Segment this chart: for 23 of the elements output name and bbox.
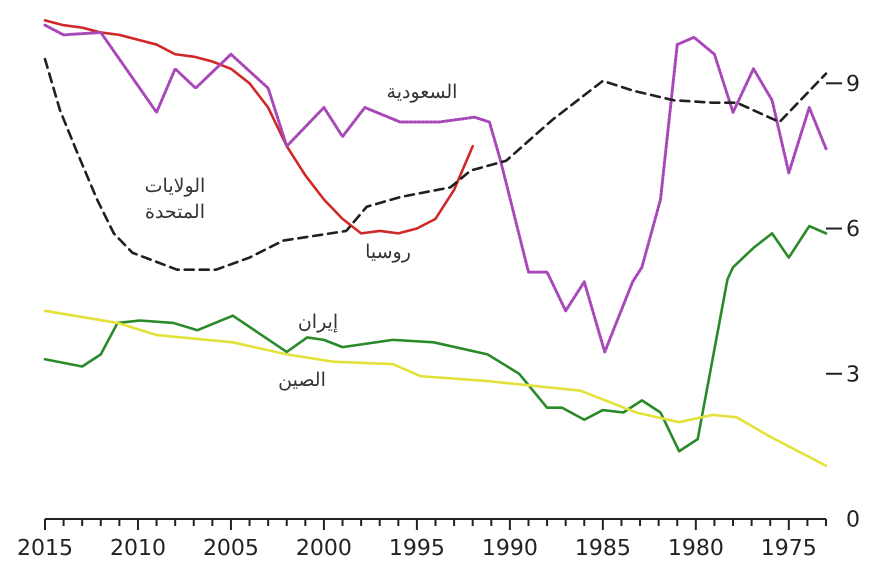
line-series [44,24,828,354]
y-tick-label: 3 [846,362,860,388]
series-label: الولايات المتحدة [144,175,206,223]
y-tick-label: 6 [846,217,860,242]
y-tick-label: 9 [846,72,860,97]
x-tick-label: 1975 [760,536,817,561]
x-tick-label: 1980 [668,536,724,561]
series-label: السعودية [386,81,458,103]
line-series [44,19,474,235]
line-series [44,310,828,468]
x-tick-label: 1985 [574,536,631,561]
x-tick-label: 2005 [202,536,259,561]
x-tick-label: 2010 [110,536,166,561]
series-label: روسيا [365,241,411,263]
line-series [44,58,828,271]
series-label: الصين [278,369,326,391]
x-tick-label: 1990 [482,536,538,561]
x-tick-label: 1995 [388,536,445,561]
line-series [44,224,828,453]
x-tick-label: 2000 [296,536,352,561]
series-label: إيران [298,311,338,333]
x-tick-label: 2015 [17,536,73,561]
y-tick-label: 0 [846,508,860,533]
